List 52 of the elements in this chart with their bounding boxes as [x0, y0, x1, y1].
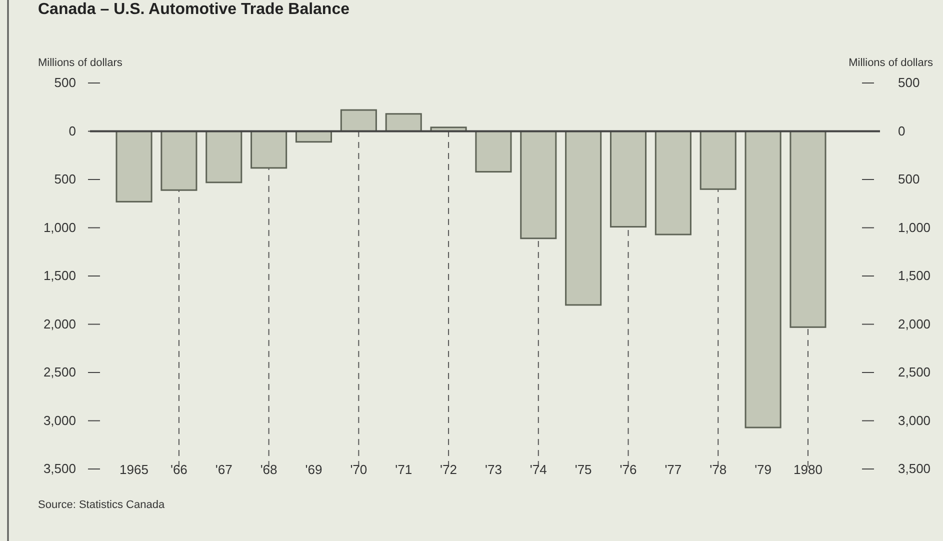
y2-tick-label: 500	[898, 172, 920, 187]
y-tick-label: 1,000	[43, 220, 76, 235]
y-tick-label: 3,000	[43, 412, 76, 428]
x-tick-label: '74	[530, 462, 547, 477]
y2-tick-label: 3,000	[898, 412, 931, 428]
x-tick-label: '75	[574, 462, 592, 477]
x-tick-label: '77	[664, 462, 682, 477]
y-tick-label: 500	[54, 172, 76, 187]
source-note: Source: Statistics Canada	[38, 499, 166, 511]
bar	[744, 130, 782, 428]
x-tick-label: '78	[710, 462, 727, 477]
x-tick-label: '79	[754, 462, 772, 477]
y-tick-label: 3,500	[43, 461, 76, 476]
y2-tick-label: 1,000	[898, 220, 931, 235]
y2-tick-label: 500	[898, 75, 920, 90]
bar	[160, 130, 198, 191]
x-tick-label: '68	[260, 462, 278, 477]
bar	[340, 109, 377, 132]
y2-tick-label: 3,500	[898, 461, 931, 476]
y2-tick-label: 1,500	[898, 268, 931, 284]
y-tick-label: 2,500	[43, 364, 76, 380]
bar	[475, 130, 512, 173]
bar	[520, 130, 557, 240]
x-tick-label: '72	[440, 462, 458, 477]
bar	[654, 130, 692, 236]
bar	[610, 130, 647, 228]
x-tick-label: '73	[484, 462, 502, 477]
x-tick-label: '70	[350, 462, 368, 477]
bar	[565, 130, 602, 306]
x-tick-label: '69	[305, 462, 322, 477]
x-tick-label: 1965	[120, 462, 148, 477]
y2-tick-label: 2,500	[898, 364, 931, 380]
x-tick-label: '76	[620, 462, 637, 477]
chart-title: Canada – U.S. Automotive Trade Balance	[38, 1, 350, 18]
bar	[385, 113, 422, 132]
x-tick-label: 1980	[794, 462, 822, 477]
y-axis-title: Millions of dollars	[38, 57, 123, 69]
x-tick-label: '71	[395, 462, 412, 477]
bar	[206, 130, 242, 184]
y2-tick-label: 0	[898, 123, 906, 138]
bar	[250, 130, 288, 169]
bar	[700, 130, 736, 190]
y-tick-label: 1,500	[43, 268, 76, 284]
y2-tick-label: 2,000	[898, 316, 931, 332]
y-tick-label: 0	[68, 123, 76, 138]
bar	[790, 130, 826, 328]
y-tick-label: 500	[54, 75, 76, 90]
y-tick-label: 2,000	[43, 316, 76, 332]
x-tick-label: '66	[170, 462, 188, 477]
x-tick-label: '67	[215, 462, 232, 477]
bar	[116, 130, 152, 202]
y2-axis-title: Millions of dollars	[848, 57, 934, 69]
